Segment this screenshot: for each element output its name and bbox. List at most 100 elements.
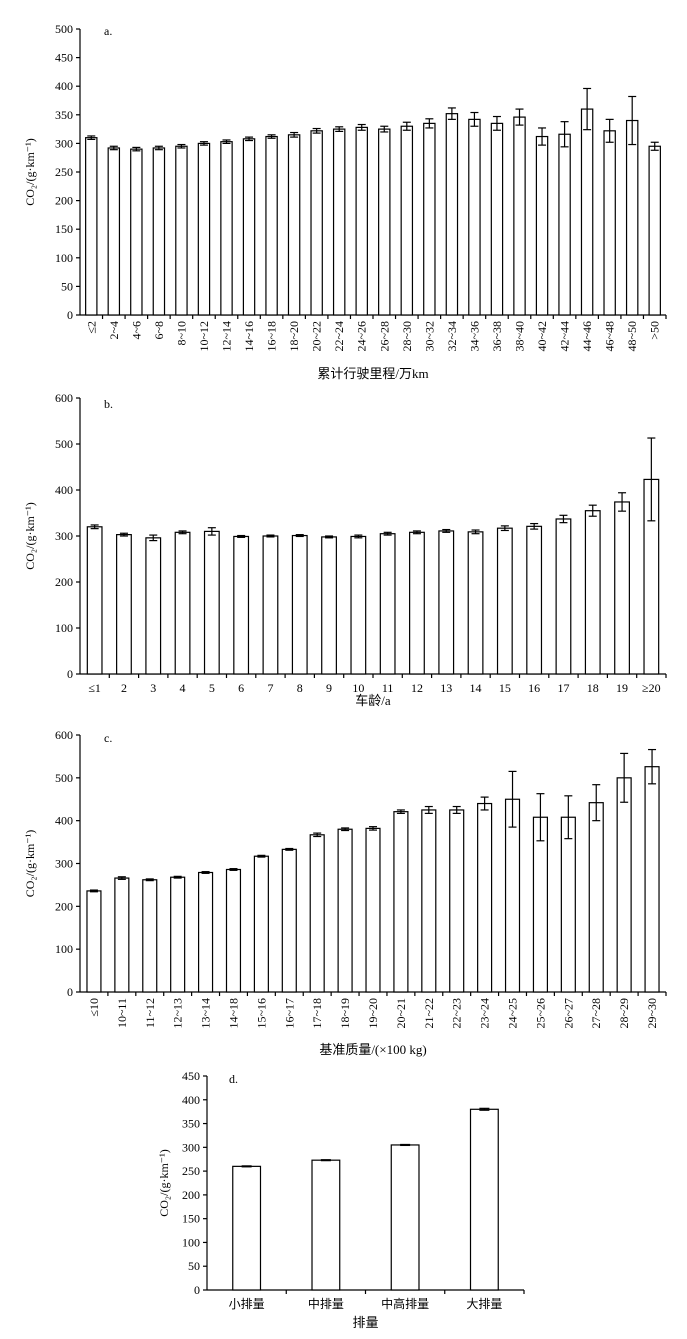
x-tick-label: 6	[238, 681, 244, 695]
x-tick-label: 24~26	[355, 321, 369, 352]
x-tick-label: 26~28	[377, 321, 391, 352]
bar	[130, 148, 143, 316]
bar	[321, 536, 337, 675]
bar	[496, 527, 513, 675]
x-tick-label: 2	[121, 681, 127, 695]
bar	[203, 530, 220, 675]
bar	[262, 535, 279, 675]
x-tick-label: 15	[499, 681, 511, 695]
y-tick-label: 450	[55, 51, 73, 65]
x-tick-label: ≤10	[87, 998, 101, 1017]
bar	[225, 868, 242, 993]
y-axis-title: CO₂/(g·km⁻¹)	[23, 502, 37, 569]
x-tick-label: 12	[411, 681, 423, 695]
bar	[445, 113, 459, 316]
x-tick-label: 27~28	[589, 998, 603, 1029]
bar	[170, 876, 186, 993]
bar	[175, 145, 188, 316]
bar	[142, 879, 158, 993]
x-tick-label: 34~36	[467, 321, 481, 352]
y-tick-label: 600	[55, 728, 73, 742]
bar	[332, 128, 346, 316]
x-tick-label: 20~21	[394, 998, 408, 1029]
bar	[390, 1144, 420, 1291]
x-tick-label: 21~22	[422, 998, 436, 1029]
y-tick-label: 300	[55, 136, 73, 150]
bar	[107, 147, 121, 316]
bar	[421, 809, 437, 993]
bar	[526, 525, 543, 675]
bar	[310, 130, 323, 316]
bar	[309, 834, 325, 993]
x-tick-label: 19	[616, 681, 628, 695]
panel-tag: a.	[104, 24, 112, 38]
bar	[469, 1108, 499, 1291]
chart-panel-3: 0 100 200 300 400 500 600 ≤10 10~11 11~12 12~13 13~…	[23, 728, 667, 1057]
x-tick-label: 46~48	[603, 321, 617, 352]
x-tick-label: 大排量	[466, 1297, 502, 1311]
bar	[644, 766, 660, 993]
bar	[490, 122, 504, 316]
chart-panel-2: 0 100 200 300 400 500 600 ≤1 2 3 4 5 6 7 8 9 10 11 12 13 14 1…	[23, 391, 667, 708]
x-tick-label: 18~19	[338, 998, 352, 1029]
bar	[584, 510, 601, 675]
x-tick-label: 10	[352, 681, 364, 695]
y-tick-label: 100	[55, 251, 73, 265]
bar	[114, 877, 130, 993]
x-tick-label: 12~13	[171, 998, 185, 1029]
x-tick-label: 14	[470, 681, 482, 695]
x-tick-label: 6~8	[152, 321, 166, 340]
x-tick-label: 40~42	[535, 321, 549, 352]
bar	[86, 890, 102, 993]
x-tick-label: 18	[587, 681, 599, 695]
bar	[614, 501, 630, 675]
x-axis-title: 排量	[352, 1315, 378, 1330]
bar	[365, 827, 381, 993]
y-tick-label: 100	[55, 942, 73, 956]
x-tick-label: 2~4	[107, 321, 121, 340]
x-tick-label: 20~22	[310, 321, 324, 352]
bar	[558, 133, 571, 316]
bar	[378, 128, 391, 316]
x-tick-label: 5	[209, 681, 215, 695]
x-tick-label: 42~44	[558, 321, 572, 352]
y-tick-label: 350	[182, 1117, 200, 1131]
x-tick-label: ≤2	[84, 321, 98, 334]
x-tick-label: ≤1	[88, 681, 101, 695]
y-tick-label: 0	[67, 985, 73, 999]
x-tick-label: 38~40	[513, 321, 527, 352]
x-tick-label: 30~32	[422, 321, 436, 352]
y-tick-label: 300	[55, 529, 73, 543]
bar	[281, 848, 297, 993]
chart-panel-4: 0 50 100 150 200 250 300 350 400 450 小排量 中排量 中高排量 大排量…	[157, 1069, 525, 1330]
y-tick-label: 150	[55, 222, 73, 236]
bar	[588, 802, 604, 993]
x-tick-label: 4	[180, 681, 186, 695]
bar	[648, 145, 661, 316]
bar	[535, 135, 549, 316]
y-axis-title: CO₂/(g·km⁻¹)	[157, 1149, 171, 1216]
x-tick-label: 25~26	[533, 998, 547, 1029]
bar	[532, 816, 549, 993]
y-tick-label: 200	[55, 575, 73, 589]
bar	[265, 135, 278, 316]
bar	[197, 142, 211, 316]
x-tick-label: 3	[150, 681, 156, 695]
x-tick-label: 中高排量	[381, 1296, 429, 1311]
bar	[152, 147, 166, 316]
y-tick-label: 200	[55, 194, 73, 208]
y-tick-label: 450	[182, 1069, 200, 1083]
x-tick-label: ≥20	[642, 681, 661, 695]
y-tick-label: 100	[55, 621, 73, 635]
y-tick-label: 400	[55, 483, 73, 497]
x-axis-title: 累计行驶里程/万km	[317, 366, 428, 381]
bar	[616, 777, 632, 993]
bar	[504, 798, 521, 993]
bar	[477, 802, 493, 993]
y-tick-label: 400	[182, 1093, 200, 1107]
bar	[423, 122, 436, 316]
x-tick-label: 16	[528, 681, 540, 695]
x-tick-label: 12~14	[220, 321, 234, 352]
x-tick-label: 15~16	[254, 998, 268, 1029]
